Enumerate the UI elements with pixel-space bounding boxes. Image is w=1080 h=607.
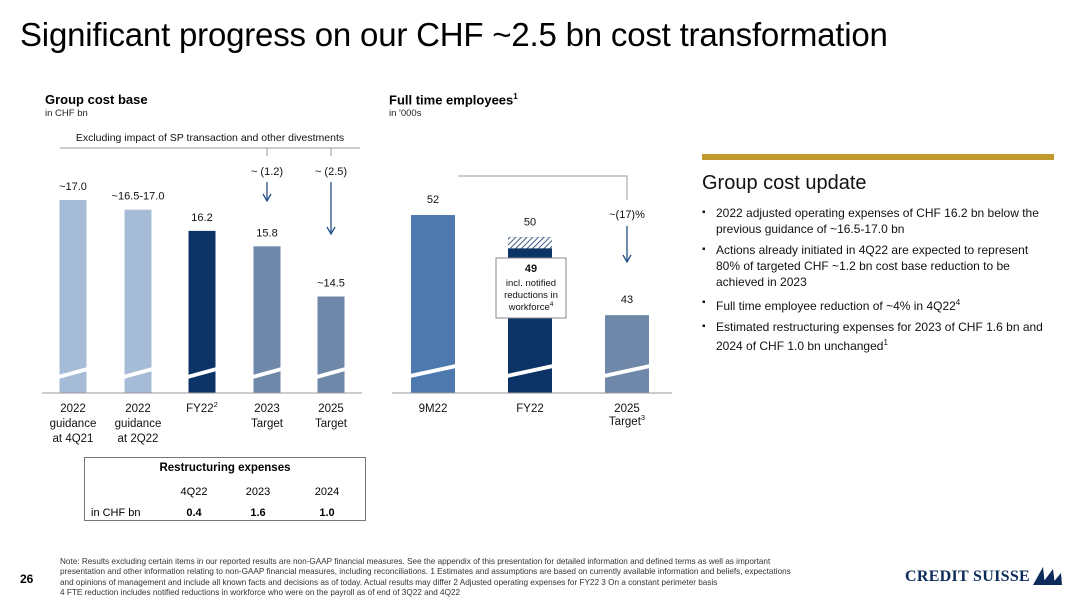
update-bullet: Estimated restructuring expenses for 202… [702,319,1052,354]
fte-chart-title-text: Full time employees [389,92,514,108]
fte-category-label: Target3 [609,413,645,428]
fte-value-label: 52 [427,194,439,206]
fte-callout-box [495,257,567,319]
restructuring-value: 1.0 [319,507,335,519]
fte-chart-subtitle: in '000s [389,108,422,119]
update-bullets: 2022 adjusted operating expenses of CHF … [702,205,1052,359]
cost-category-label: at 2Q22 [118,433,159,445]
cost-bar [317,296,345,393]
footnote-line: Note: Results excluding certain items in… [60,557,771,566]
update-bullet-sup: 1 [883,338,888,347]
cost-category-label: guidance [50,418,97,430]
cost-category-label: 2022 [60,403,86,415]
footnote: Note: Results excluding certain items in… [60,557,900,598]
cost-category-label: guidance [115,418,162,430]
fte-category-label: 9M22 [419,403,448,415]
cost-value-label: ~16.5-17.0 [112,191,165,203]
restructuring-table: Restructuring expenses 4Q22 2023 2024 in… [84,457,366,521]
cost-category-label: 2022 [125,403,151,415]
update-bullet-text: Estimated restructuring expenses for 202… [716,320,1043,353]
axis-break-mark [252,367,282,379]
cost-category-label: Target [315,418,348,430]
fte-notified-hatch [508,237,552,249]
fte-callout-sup: 4 [550,301,554,308]
page-title: Significant progress on our CHF ~2.5 bn … [20,16,888,53]
cost-reduction-arrow-head [262,193,272,203]
footnote-line: and opinions of management and include a… [60,577,718,587]
fte-value-label: 50 [524,216,536,228]
fte-bar [605,315,649,393]
update-bullet-text: Actions already initiated in 4Q22 are ex… [716,243,1029,289]
axis-break-mark [410,364,456,378]
cost-reduction-label: ~ (1.2) [251,166,283,178]
fte-callout-line: reductions in [504,290,558,301]
footnote-line: 4 FTE reduction includes notified reduct… [60,587,461,597]
restructuring-col-header: 2024 [314,486,340,498]
cost-value-label: 16.2 [191,212,212,224]
fte-chart-title-sup: 1 [513,92,518,101]
fte-category-sup: 3 [641,413,645,422]
restructuring-value: 0.4 [186,507,202,519]
restructuring-row-label: in CHF bn [91,507,141,519]
cost-reduction-label: ~ (2.5) [315,166,347,178]
cost-value-label: 15.8 [256,227,277,239]
fte-chart-title: Full time employees1 [389,92,518,107]
cost-category-sup: 2 [214,400,218,409]
cost-value-label: ~14.5 [317,278,345,290]
sails-icon [1033,567,1062,585]
update-bullet-text: 2022 adjusted operating expenses of CHF … [716,206,1039,236]
cost-category-label: at 4Q21 [53,433,94,445]
axis-break-mark [507,364,553,378]
axis-break-mark [316,367,346,379]
restructuring-value: 1.6 [250,507,266,519]
fte-callout-line: incl. notified [506,278,556,289]
cost-category-label: 2025 [318,403,344,415]
cost-category-label: 2023 [254,403,280,415]
update-bullet-text: Full time employee reduction of ~4% in 4… [716,299,956,313]
fte-callout-value: 49 [525,263,537,275]
update-heading: Group cost update [702,172,867,194]
cost-chart-subtitle: in CHF bn [45,108,88,119]
update-bullet: Actions already initiated in 4Q22 are ex… [702,242,1052,290]
fte-value-label: 43 [621,294,633,306]
cost-category-label: FY222 [186,400,218,415]
fte-reduction-arrow-head [622,254,632,264]
cost-bar [124,209,152,393]
charts-svg: ~17.0 2022 guidance at 4Q21 ~16.5-17.0 2022 gu… [42,132,672,445]
update-bullet-sup: 4 [955,298,961,307]
cost-bracket-label: Excluding impact of SP transaction and o… [76,132,344,144]
fte-reduction-connector [458,175,628,200]
page-number: 26 [20,572,34,586]
cost-bar [188,230,216,393]
update-bullet: Full time employee reduction of ~4% in 4… [702,295,1052,314]
axis-break-mark [123,367,153,379]
restructuring-col-header: 2023 [245,486,271,498]
cost-reduction-arrow-head [326,226,336,236]
axis-break-mark [187,367,217,379]
fte-category-label: 2025 [614,403,640,415]
restructuring-title: Restructuring expenses [159,462,291,474]
restructuring-col-header: 4Q22 [180,486,208,498]
fte-callout-line: workforce4 [508,301,554,313]
cost-chart-title: Group cost base [45,92,148,107]
fte-category-label: FY22 [516,403,544,415]
footnote-line: presentation and other information relat… [60,567,791,577]
update-accent-bar [702,154,1054,160]
axis-break-mark [604,364,650,378]
axis-break-mark [58,367,88,379]
cost-category-label: Target [251,418,284,430]
fte-reduction-label: ~(17)% [609,209,645,221]
cost-value-label: ~17.0 [59,181,87,193]
logo-text: CREDIT SUISSE [905,568,1030,585]
cost-bar [59,200,87,393]
update-bullet: 2022 adjusted operating expenses of CHF … [702,205,1052,237]
fte-bar [411,215,455,393]
credit-suisse-logo: CREDIT SUISSE [905,565,1065,589]
